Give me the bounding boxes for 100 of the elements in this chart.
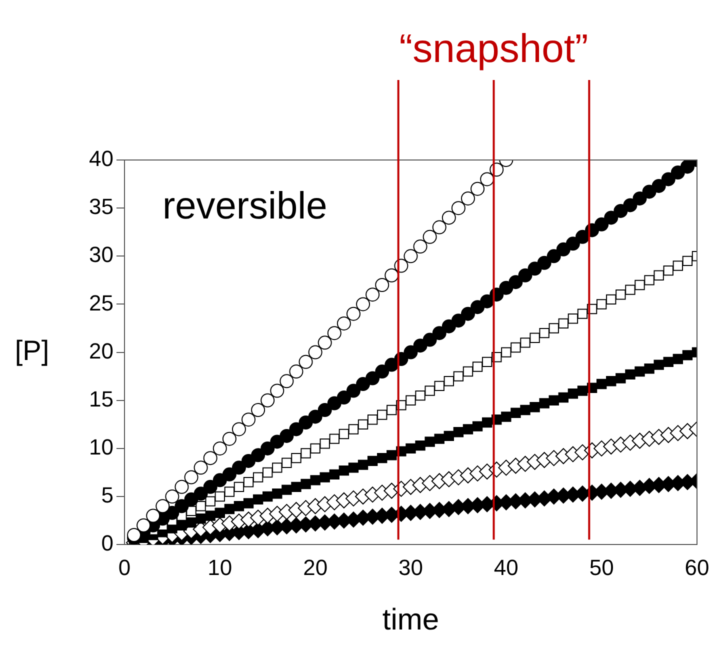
point [318, 402, 332, 417]
point [537, 256, 552, 270]
point [462, 366, 474, 377]
point [186, 517, 196, 528]
y-tick-label: 30 [88, 242, 114, 268]
point [377, 410, 388, 420]
point [243, 477, 254, 488]
point [289, 422, 304, 436]
point [375, 364, 390, 379]
point [632, 191, 647, 206]
y-tick-label: 10 [88, 434, 114, 460]
point [596, 378, 607, 390]
point [606, 376, 616, 386]
point [272, 488, 282, 499]
point [606, 294, 616, 305]
point [616, 373, 626, 384]
y-tick-label: 35 [88, 194, 114, 220]
point [329, 469, 340, 480]
point [424, 386, 435, 396]
point [242, 454, 256, 468]
point [415, 390, 426, 401]
point [260, 441, 275, 456]
point [663, 265, 674, 276]
point [501, 347, 512, 358]
x-tick-label: 40 [494, 554, 518, 580]
x-tick-label: 50 [589, 554, 614, 580]
point [320, 472, 330, 482]
point [482, 417, 492, 428]
point [470, 300, 485, 314]
point [548, 323, 559, 334]
x-tick-label: 30 [398, 554, 423, 580]
point [434, 434, 444, 444]
point [652, 178, 666, 193]
point [252, 472, 264, 482]
point [530, 332, 540, 343]
point [670, 166, 685, 180]
point [234, 482, 244, 492]
point [520, 404, 530, 416]
point [682, 350, 693, 360]
point [453, 427, 464, 438]
y-tick-label: 20 [88, 338, 114, 364]
point [539, 328, 550, 338]
y-tick-label: 0 [101, 530, 114, 556]
point [262, 467, 273, 478]
point [661, 172, 676, 186]
point [300, 478, 311, 490]
point [406, 395, 416, 406]
point [556, 242, 570, 256]
point [346, 384, 360, 398]
point [539, 398, 550, 408]
point [348, 462, 359, 473]
point [625, 369, 636, 380]
point [510, 342, 521, 353]
point [444, 376, 454, 386]
point [203, 480, 218, 494]
point [462, 424, 474, 434]
point [222, 467, 236, 482]
point [196, 501, 206, 512]
point [224, 504, 235, 514]
point [348, 424, 359, 434]
point [566, 236, 580, 251]
point [672, 354, 684, 364]
y-axis-title: [P] [14, 335, 50, 366]
point [672, 260, 684, 271]
ref-line-label: “snapshot” [399, 27, 588, 71]
point [224, 486, 235, 497]
point [146, 508, 160, 523]
point [406, 443, 416, 454]
point [472, 362, 483, 372]
point [499, 280, 514, 295]
point [308, 410, 322, 424]
point [280, 428, 294, 443]
y-tick-label: 40 [88, 146, 114, 172]
point [568, 314, 578, 324]
point [310, 475, 320, 486]
point [453, 371, 464, 382]
point [634, 280, 645, 290]
point [510, 408, 521, 418]
point [596, 299, 607, 310]
point [508, 275, 523, 290]
point [546, 249, 561, 264]
point [442, 319, 456, 334]
point [282, 458, 292, 468]
point [205, 510, 216, 521]
point [234, 501, 244, 512]
point [356, 377, 370, 392]
point [300, 448, 311, 458]
point [422, 332, 437, 347]
point [386, 404, 397, 416]
point [451, 314, 466, 328]
point [568, 388, 578, 399]
point [577, 308, 588, 319]
point [415, 440, 426, 451]
point [262, 491, 273, 502]
point [501, 412, 512, 422]
point [548, 395, 559, 406]
point [480, 294, 494, 308]
point [644, 364, 654, 374]
point [482, 356, 492, 368]
x-tick-label: 10 [208, 554, 232, 580]
